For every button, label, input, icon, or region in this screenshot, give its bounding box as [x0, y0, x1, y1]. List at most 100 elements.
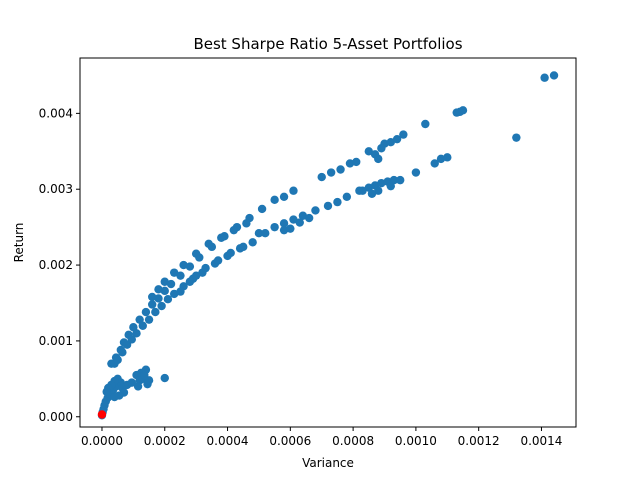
portfolio-point: [185, 262, 195, 271]
portfolio-point: [399, 130, 408, 139]
portfolio-point: [364, 147, 374, 156]
portfolio-point: [154, 285, 163, 294]
portfolio-point: [133, 382, 143, 391]
portfolio-point: [148, 292, 157, 302]
best-sharpe-point: [97, 410, 107, 419]
portfolio-point: [254, 229, 264, 238]
portfolio-point: [127, 378, 136, 387]
portfolio-point: [176, 287, 185, 296]
portfolio-point: [191, 271, 201, 280]
portfolio-point: [443, 153, 452, 162]
portfolio-point: [286, 224, 295, 233]
portfolio-point: [336, 165, 345, 174]
y-tick-label: 0.002: [39, 258, 73, 272]
portfolio-point: [549, 71, 559, 80]
portfolio-point: [169, 268, 179, 277]
portfolio-point: [157, 301, 166, 311]
portfolio-point: [392, 134, 402, 144]
portfolio-point: [176, 271, 185, 280]
portfolio-point: [411, 168, 421, 177]
portfolio-point: [185, 277, 195, 286]
portfolio-point: [179, 260, 188, 270]
portfolio-point: [396, 175, 405, 185]
portfolio-point: [144, 315, 154, 324]
portfolio-point: [377, 144, 386, 153]
portfolio-point: [140, 370, 149, 380]
portfolio-point: [226, 248, 235, 258]
portfolio-point: [118, 348, 127, 357]
portfolio-point: [311, 206, 320, 215]
portfolio-point: [374, 154, 383, 164]
portfolio-point: [333, 197, 342, 207]
portfolio-point: [295, 218, 304, 227]
portfolio-point: [217, 233, 226, 242]
x-axis: 0.0000 0.0002 0.0004 0.0006 0.0008 0.0010 0.00…: [81, 427, 562, 448]
x-tick-label: 0.0000: [81, 434, 123, 448]
portfolio-point: [239, 242, 248, 252]
portfolio-point: [289, 186, 298, 195]
portfolio-point: [113, 355, 122, 365]
portfolio-point: [148, 300, 157, 309]
portfolio-point: [160, 277, 169, 286]
portfolio-point: [386, 181, 395, 191]
portfolio-point: [127, 335, 136, 344]
x-tick-label: 0.0006: [269, 434, 311, 448]
portfolio-point: [374, 186, 383, 195]
portfolio-point: [270, 222, 279, 232]
portfolio-point: [191, 249, 201, 258]
portfolio-point: [386, 137, 395, 147]
portfolio-point: [317, 172, 326, 182]
portfolio-point: [261, 229, 270, 238]
portfolio-point: [358, 186, 367, 195]
portfolio-point: [458, 106, 468, 115]
portfolio-point: [248, 238, 257, 247]
portfolio-point: [377, 178, 386, 188]
x-tick-label: 0.0004: [207, 434, 249, 448]
portfolio-point: [257, 204, 267, 214]
portfolio-point: [154, 294, 163, 303]
y-tick-label: 0.004: [39, 106, 73, 120]
plot-area: [97, 71, 559, 420]
portfolio-point: [436, 154, 446, 164]
x-tick-label: 0.0008: [332, 434, 374, 448]
portfolio-point: [342, 192, 352, 201]
portfolio-point: [213, 256, 223, 265]
portfolio-point: [141, 307, 151, 317]
portfolio-point: [201, 263, 210, 273]
portfolio-point: [512, 133, 521, 142]
portfolio-point: [367, 189, 377, 198]
chart-title: Best Sharpe Ratio 5-Asset Portfolios: [193, 35, 462, 53]
axes-frame: [79, 57, 577, 428]
portfolio-point: [242, 219, 251, 228]
portfolio-point: [279, 225, 289, 235]
portfolio-point: [326, 168, 336, 177]
portfolio-point: [110, 392, 119, 402]
y-tick-label: 0.000: [39, 410, 73, 424]
y-tick-label: 0.001: [39, 334, 73, 348]
x-tick-label: 0.0002: [144, 434, 186, 448]
x-tick-label: 0.0010: [395, 434, 437, 448]
portfolio-point: [421, 119, 430, 129]
portfolio-point: [160, 373, 169, 383]
portfolio-point: [323, 201, 333, 211]
portfolio-point: [279, 192, 289, 201]
y-tick-label: 0.003: [39, 182, 73, 196]
portfolio-point: [163, 295, 173, 304]
y-axis: 0.000 0.001 0.002 0.003 0.004: [39, 106, 80, 424]
portfolio-point: [229, 225, 239, 235]
portfolio-point: [345, 159, 355, 168]
portfolio-point: [279, 219, 289, 228]
portfolio-point: [540, 73, 549, 82]
portfolio-point: [151, 307, 160, 317]
y-axis-label: Return: [12, 223, 26, 263]
portfolio-point: [204, 239, 213, 249]
portfolio-point: [132, 329, 141, 338]
x-tick-label: 0.0012: [458, 434, 500, 448]
portfolio-point: [352, 157, 361, 167]
portfolio-point: [304, 213, 314, 223]
portfolio-point: [138, 321, 147, 330]
x-axis-label: Variance: [302, 456, 354, 470]
portfolio-point: [289, 215, 298, 224]
portfolio-point: [160, 286, 169, 296]
